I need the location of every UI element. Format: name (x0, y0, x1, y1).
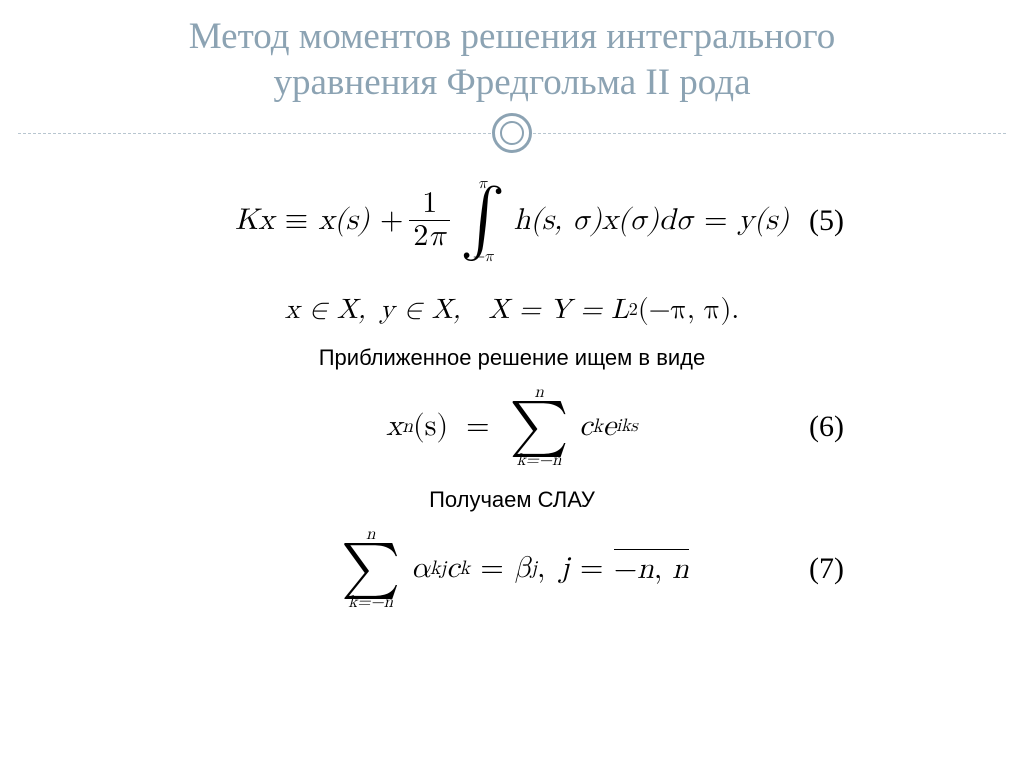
slide-title: Метод моментов решения интегрального ура… (0, 0, 1024, 107)
eq6-e: e (603, 408, 616, 444)
integral-icon: π ∫ −π (460, 176, 505, 266)
caption-approx: Приближенное решение ищем в виде (40, 345, 984, 371)
eq6-exp: iks (616, 415, 638, 437)
caption-slau: Получаем СЛАУ (40, 487, 984, 513)
eq7-number: (7) (809, 552, 844, 586)
eq6-eq: = (466, 408, 489, 444)
equation-7: n ∑ k=−n αkjck = βj, j = −−n, nn, n (335, 526, 689, 610)
eq6-number: (6) (809, 410, 844, 444)
eq7-sub-kj: kj (430, 556, 446, 580)
eq6-sub-k: k (592, 414, 602, 438)
ring-ornament-icon (492, 113, 532, 153)
eq7-alpha: α (411, 550, 430, 586)
eq5-integrand: h(s, σ)x(σ)dσ (514, 202, 694, 238)
eq6-c: c (579, 408, 592, 444)
eq5-Kx: Kx (235, 202, 274, 238)
eq5-ys: y(s) (738, 202, 789, 238)
eq7-eq2: = (580, 550, 603, 586)
eq6-arg: (s) (413, 408, 448, 444)
XeqY: X = Y = L (489, 293, 629, 327)
eq7-comma: , (537, 550, 545, 586)
title-line-2: уравнения Фредгольма II рода (274, 62, 751, 103)
eq7-c: c (446, 550, 459, 586)
eq5-two: 2 (413, 221, 428, 251)
eq7-sum-lower: k=−n (348, 594, 393, 611)
slide: Метод моментов решения интегрального ура… (0, 0, 1024, 767)
eq5-xs: x(s) (319, 202, 370, 238)
spaces-row: x ∈ X, y ∈ X, X = Y = L2(−π, π). (40, 285, 984, 335)
eq5-int-lower: −π (472, 249, 494, 265)
eq7-beta: β (514, 550, 531, 586)
spaces-math: x ∈ X, y ∈ X, X = Y = L2(−π, π). (285, 293, 739, 327)
eq5-equiv: ≡ (285, 202, 308, 238)
title-line-1: Метод моментов решения интегрального (189, 16, 836, 57)
eq7-j: j (560, 550, 569, 586)
divider (0, 113, 1024, 153)
equation-6-row: xn(s) = n ∑ k=−n ckeiks (6) (40, 377, 984, 477)
eq7-sub-k: k (460, 556, 470, 580)
x-in-X: x ∈ X, (285, 293, 366, 327)
eq7-overline: −−n, nn, n (614, 549, 689, 587)
interval: (−π, π). (638, 293, 739, 327)
eq5-pi: π (428, 221, 446, 251)
eq6-x: x (386, 408, 402, 444)
eq5-fraction: 1 2π (409, 188, 450, 252)
equation-5-row: Kx ≡ x(s) + 1 2π π ∫ −π (40, 161, 984, 281)
eq7-eq: = (480, 550, 503, 586)
L-sub-2: 2 (629, 298, 638, 321)
eq5-den: 2π (409, 220, 450, 253)
eq6-sum-lower: k=−n (517, 452, 562, 469)
eq5-eq: = (704, 202, 727, 238)
y-in-X: y ∈ X, (380, 293, 461, 327)
eq6-sub-n: n (402, 414, 413, 438)
eq5-number: (5) (809, 204, 844, 238)
sum-icon-2: n ∑ k=−n (341, 526, 400, 610)
equation-6: xn(s) = n ∑ k=−n ckeiks (386, 384, 637, 468)
eq5-plus: + (380, 202, 403, 238)
equation-5: Kx ≡ x(s) + 1 2π π ∫ −π (235, 176, 789, 266)
content-area: Kx ≡ x(s) + 1 2π π ∫ −π (0, 161, 1024, 619)
sum-icon: n ∑ k=−n (510, 384, 569, 468)
equation-7-row: n ∑ k=−n αkjck = βj, j = −−n, nn, n (7) (40, 519, 984, 619)
eq5-num: 1 (418, 188, 441, 220)
